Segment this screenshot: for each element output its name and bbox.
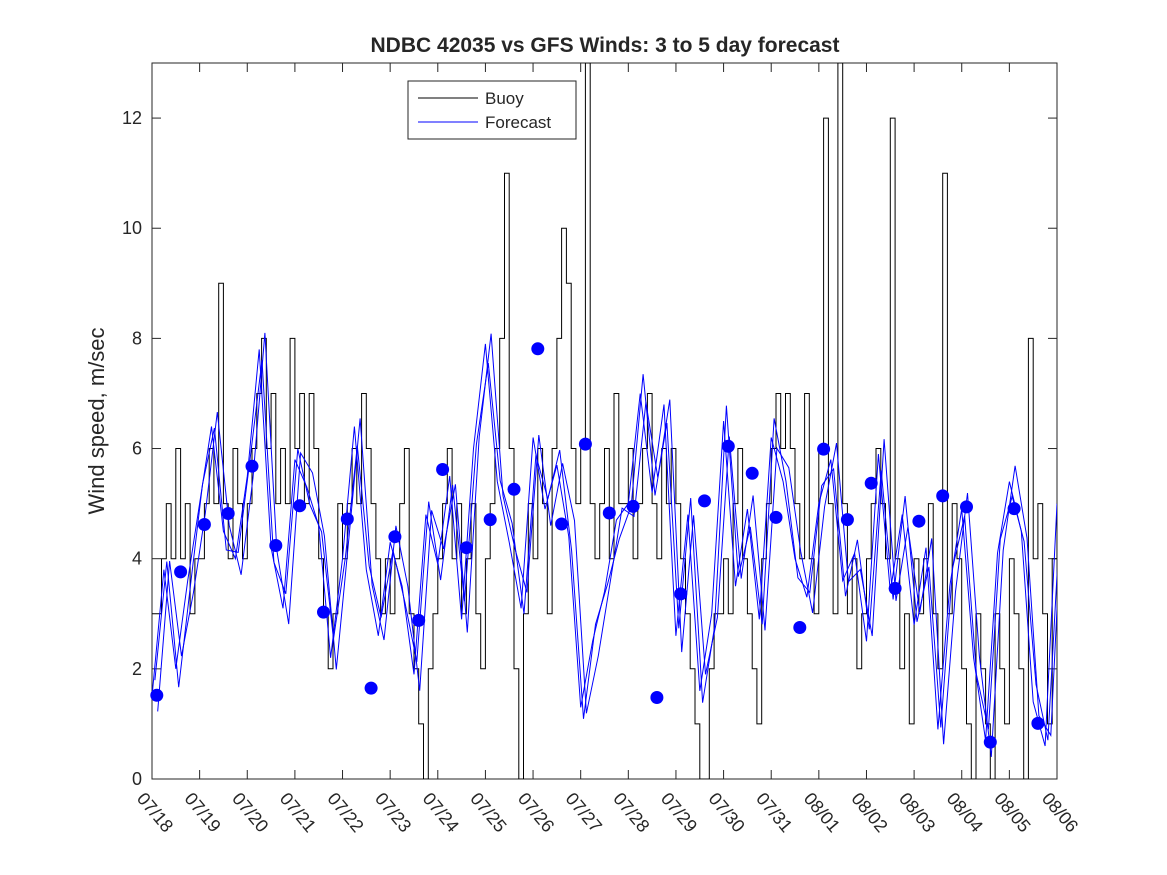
y-tick-label: 2 bbox=[132, 659, 142, 679]
forecast-marker bbox=[983, 735, 997, 749]
forecast-marker bbox=[531, 342, 545, 356]
series-forecast-line bbox=[152, 343, 1057, 747]
forecast-marker bbox=[269, 539, 283, 552]
forecast-marker bbox=[364, 681, 378, 695]
y-axis-label: Wind speed, m/sec bbox=[84, 327, 109, 514]
forecast-marker bbox=[840, 513, 854, 527]
forecast-marker bbox=[1031, 716, 1045, 730]
legend: Buoy Forecast bbox=[407, 80, 577, 140]
forecast-marker bbox=[793, 621, 807, 634]
forecast-marker bbox=[864, 476, 878, 490]
forecast-marker bbox=[340, 512, 354, 526]
y-tick-label: 12 bbox=[122, 108, 142, 128]
forecast-marker bbox=[698, 494, 711, 508]
forecast-marker bbox=[817, 442, 831, 456]
forecast-marker bbox=[436, 463, 450, 476]
forecast-marker bbox=[650, 691, 664, 704]
forecast-marker bbox=[912, 514, 926, 528]
forecast-marker bbox=[483, 513, 497, 527]
forecast-marker bbox=[602, 506, 616, 520]
forecast-marker bbox=[721, 439, 735, 453]
y-tick-label: 10 bbox=[122, 218, 142, 238]
forecast-marker bbox=[555, 517, 569, 531]
legend-box bbox=[407, 80, 577, 140]
markers-layer bbox=[150, 342, 1045, 749]
legend-forecast-label: Forecast bbox=[485, 113, 551, 132]
y-tick-label: 0 bbox=[132, 769, 142, 789]
forecast-marker bbox=[197, 518, 211, 531]
legend-buoy-label: Buoy bbox=[485, 89, 524, 108]
y-tick-label: 8 bbox=[132, 328, 142, 348]
forecast-marker bbox=[459, 541, 473, 555]
forecast-marker bbox=[293, 499, 307, 513]
forecast-marker bbox=[174, 565, 188, 579]
forecast-marker bbox=[150, 688, 164, 702]
forecast-marker bbox=[578, 437, 592, 451]
series-layer bbox=[152, 63, 1057, 779]
forecast-marker bbox=[412, 613, 426, 627]
forecast-marker bbox=[936, 489, 950, 503]
forecast-marker bbox=[245, 459, 259, 473]
forecast-marker bbox=[888, 581, 902, 595]
series-forecast-line bbox=[157, 332, 1057, 757]
y-tick-label: 6 bbox=[132, 439, 142, 459]
forecast-marker bbox=[626, 499, 640, 513]
y-tick-label: 4 bbox=[132, 549, 142, 569]
forecast-marker bbox=[745, 466, 759, 480]
forecast-marker bbox=[317, 605, 330, 619]
forecast-marker bbox=[769, 510, 783, 524]
forecast-marker bbox=[507, 482, 521, 496]
series-buoy-line bbox=[152, 63, 1057, 779]
forecast-marker bbox=[388, 530, 402, 544]
y-axis-ticks: 0 2 4 6 8 10 12 bbox=[122, 108, 1057, 789]
forecast-marker bbox=[674, 587, 688, 601]
forecast-marker bbox=[1007, 502, 1021, 516]
forecast-marker bbox=[221, 507, 235, 520]
axes-box bbox=[151, 62, 1058, 780]
forecast-marker bbox=[960, 500, 973, 514]
chart-title: NDBC 42035 vs GFS Winds: 3 to 5 day fore… bbox=[371, 34, 840, 57]
